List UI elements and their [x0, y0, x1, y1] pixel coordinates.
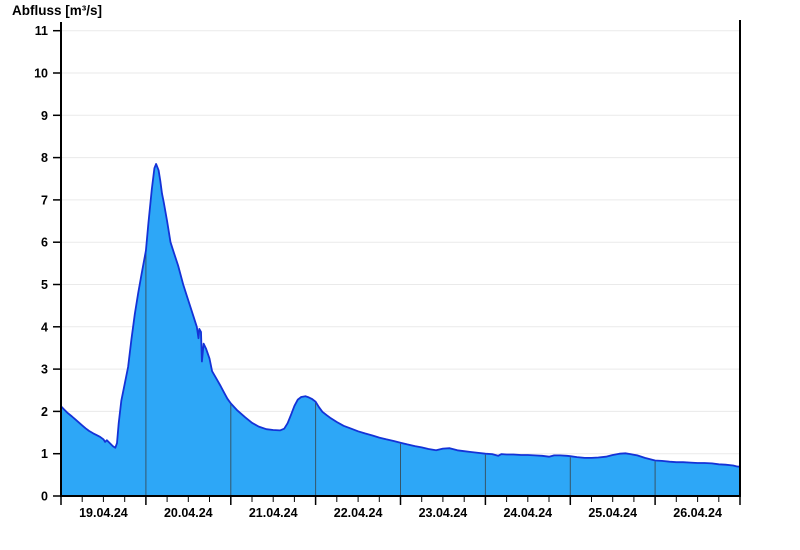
day-separators: [145, 251, 656, 495]
y-tick-label: 4: [41, 320, 48, 334]
x-tick-label: 21.04.24: [249, 506, 298, 520]
x-tick-label: 24.04.24: [503, 506, 552, 520]
ticks: [53, 29, 741, 505]
chart-title: Abfluss [m³/s]: [12, 3, 103, 18]
y-tick-label: 10: [34, 67, 48, 81]
y-tick-label: 2: [41, 405, 48, 419]
y-tick-label: 6: [41, 236, 48, 250]
x-tick-label: 26.04.24: [673, 506, 722, 520]
y-tick-label: 1: [41, 447, 48, 461]
y-tick-label: 9: [41, 109, 48, 123]
x-tick-label: 20.04.24: [164, 506, 213, 520]
discharge-line: [60, 163, 741, 468]
y-tick-label: 8: [41, 151, 48, 165]
y-tick-label: 3: [41, 363, 48, 377]
axes: [60, 20, 741, 497]
y-tick-label: 5: [41, 278, 48, 292]
x-tick-label: 19.04.24: [79, 506, 128, 520]
x-tick-label: 23.04.24: [419, 506, 468, 520]
x-tick-label: 25.04.24: [588, 506, 637, 520]
x-tick-label: 22.04.24: [334, 506, 383, 520]
x-axis-labels: 19.04.24 20.04.24 21.04.24 22.04.24 23.04.24…: [79, 506, 722, 520]
y-tick-label: 7: [41, 193, 48, 207]
y-tick-label: 0: [41, 490, 48, 504]
y-tick-label: 11: [35, 24, 48, 38]
y-axis-labels: 0 1 2 3 4 5 6 7 8 9 10 11: [34, 24, 48, 503]
